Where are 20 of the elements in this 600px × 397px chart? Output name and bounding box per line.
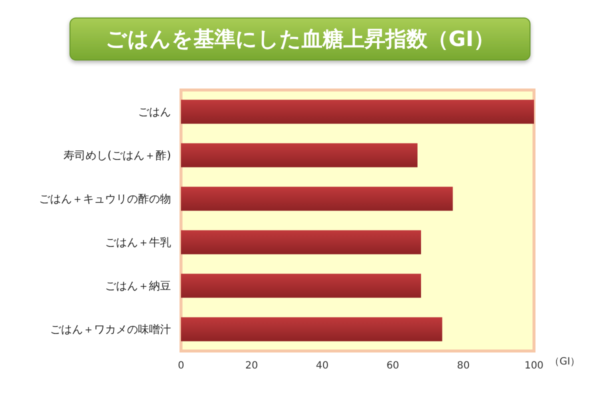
y-tick-label: ごはん＋牛乳 — [105, 236, 171, 249]
bar — [181, 186, 453, 211]
y-tick-label: 寿司めし(ごはん＋酢) — [63, 148, 171, 162]
x-tick-label: 60 — [386, 360, 400, 372]
bar — [181, 317, 442, 342]
chart-title: ごはんを基準にした血糖上昇指数（GI） — [105, 27, 495, 51]
x-tick-label: 40 — [316, 360, 329, 372]
y-tick-label: ごはん＋キュウリの酢の物 — [39, 192, 171, 206]
bar — [181, 274, 422, 298]
x-tick-label: 20 — [245, 360, 258, 372]
y-tick-label: ごはん＋ワカメの味噌汁 — [50, 322, 171, 336]
bar — [181, 230, 422, 254]
x-axis-title: （GI） — [549, 356, 580, 368]
bar — [181, 100, 534, 124]
y-tick-label: ごはん — [138, 105, 171, 118]
x-tick-label: 80 — [457, 360, 470, 372]
x-tick-label: 0 — [178, 360, 184, 372]
x-tick-label: 100 — [524, 360, 544, 372]
y-tick-label: ごはん＋納豆 — [105, 279, 171, 292]
bar — [181, 143, 418, 168]
